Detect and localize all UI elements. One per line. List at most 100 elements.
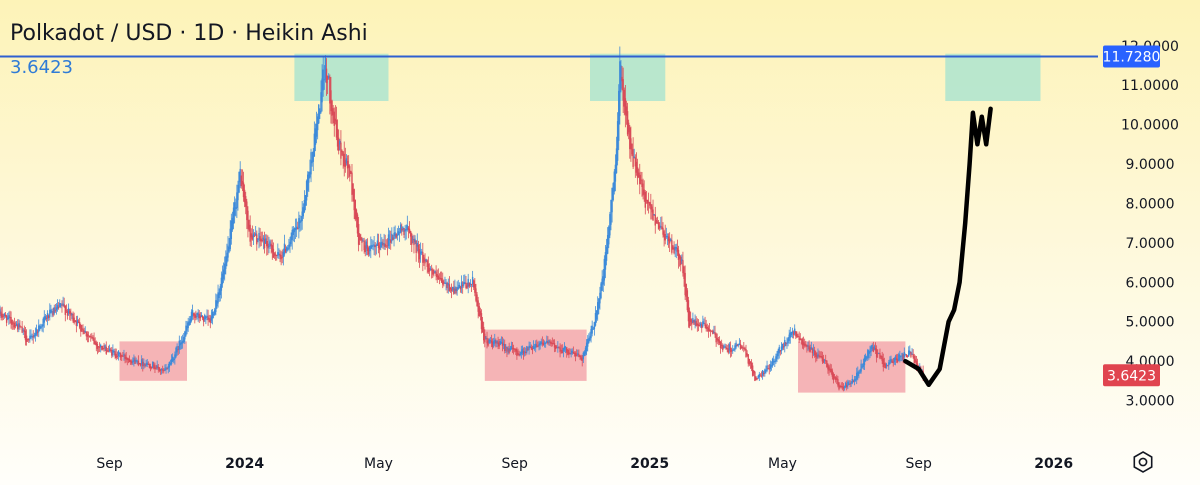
candle (226, 252, 228, 263)
candle (376, 240, 379, 246)
candle (646, 199, 649, 204)
candle (896, 359, 899, 363)
y-axis[interactable]: 3.00004.00005.00006.00007.00008.00009.00… (1103, 39, 1179, 410)
candle (155, 367, 157, 369)
candle (561, 350, 563, 353)
candle (622, 79, 624, 101)
candle (550, 342, 552, 344)
candle (761, 370, 764, 376)
candle (862, 363, 865, 367)
candle (262, 237, 265, 241)
candle (270, 243, 272, 247)
candle (426, 260, 428, 267)
candle (828, 366, 830, 371)
candle (476, 294, 478, 307)
candle (753, 370, 755, 374)
candle (795, 331, 797, 337)
candle (666, 236, 669, 238)
candle (589, 336, 591, 341)
candle (135, 360, 137, 362)
candle (726, 348, 728, 350)
candle (3, 313, 6, 317)
candle (770, 365, 773, 367)
candle (23, 329, 26, 333)
candle (517, 353, 519, 355)
candle (800, 339, 803, 341)
candle (176, 346, 178, 353)
candle (435, 271, 437, 277)
candle (100, 344, 102, 348)
candle (704, 323, 706, 327)
candle (560, 349, 562, 351)
candle (490, 340, 493, 343)
candle (170, 359, 173, 364)
candle (689, 318, 692, 322)
resistance-badge[interactable] (1103, 45, 1160, 68)
candle (766, 365, 768, 371)
candle (736, 345, 738, 347)
candle (727, 348, 730, 353)
candle (501, 342, 504, 346)
candle (353, 189, 355, 211)
candle (86, 333, 89, 337)
candle (91, 336, 93, 338)
candle (603, 258, 606, 281)
candle (460, 282, 463, 288)
candle (887, 365, 889, 367)
candle (298, 218, 300, 229)
candle (313, 133, 316, 157)
candle (335, 120, 338, 138)
candle (439, 278, 442, 279)
candle (421, 251, 423, 253)
candle (132, 360, 134, 363)
candle (133, 357, 135, 362)
candle (98, 346, 101, 348)
candle (651, 206, 653, 213)
candle (367, 248, 370, 255)
candle (266, 241, 268, 247)
settings-button[interactable] (1133, 451, 1153, 473)
candle (549, 341, 551, 343)
candle (450, 288, 453, 292)
candle (747, 354, 749, 364)
candle (709, 330, 712, 332)
candle (326, 75, 329, 80)
candle (51, 311, 53, 313)
candle (639, 174, 641, 185)
candle (145, 364, 147, 366)
candle (250, 233, 252, 238)
candle (112, 350, 114, 353)
candle (271, 245, 273, 253)
x-tick-label: 2025 (630, 456, 669, 472)
candle (283, 243, 286, 255)
candle (442, 280, 444, 285)
candle (125, 356, 127, 360)
candle (505, 346, 507, 348)
candle (209, 318, 211, 323)
candle (138, 363, 141, 364)
candle (434, 270, 436, 273)
candle (730, 349, 733, 352)
candle (247, 210, 249, 229)
candle (443, 282, 445, 284)
candle (767, 368, 769, 370)
candle (261, 240, 264, 241)
candle (820, 356, 822, 357)
candle (879, 353, 881, 359)
candle (289, 241, 291, 247)
candle (347, 164, 350, 168)
candle (74, 320, 76, 323)
candle (14, 325, 17, 327)
candle (59, 303, 61, 308)
candle (361, 238, 363, 243)
candle (536, 345, 538, 347)
candle (28, 339, 30, 341)
x-axis[interactable]: Sep 2024 May Sep 2025 May Sep 2026 (96, 456, 1073, 472)
price-badge[interactable] (1103, 364, 1160, 387)
candle (502, 344, 505, 345)
candles-layer (0, 46, 924, 392)
candle (413, 239, 415, 246)
candle (401, 228, 403, 231)
candle (829, 368, 831, 370)
